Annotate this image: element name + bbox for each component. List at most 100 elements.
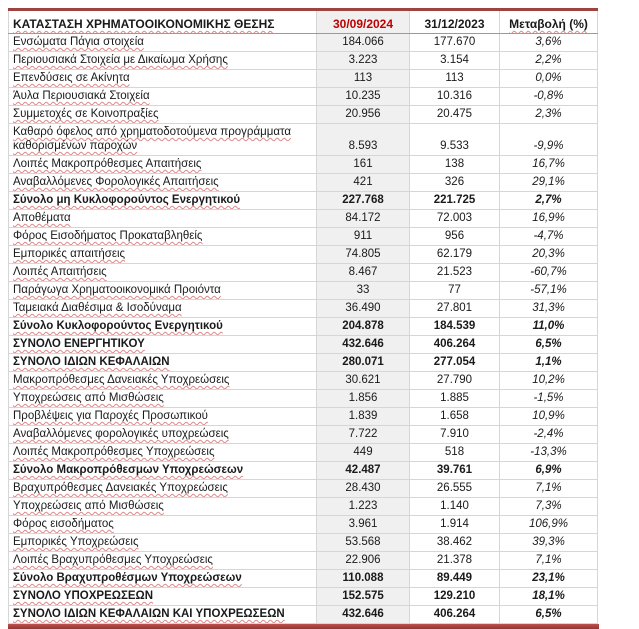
value-current-period: 280.071 [316,353,410,372]
row-label: ΣΥΝΟΛΟ ΙΔΙΩΝ ΚΕΦΑΛΑΙΩΝ [8,353,317,372]
row-label-text: Υποχρεώσεις από Μισθώσεις [13,392,164,404]
value-current-period: 20.956 [316,105,410,124]
row-label-text: Αναβαλλόμενες φορολογικές υποχρεώσεις [13,428,229,440]
row-label-text: ΣΥΝΟΛΟ ΙΔΙΩΝ ΚΕΦΑΛΑΙΩΝ [13,356,170,368]
row-label: Ενσώματα Πάγια στοιχεία [8,33,317,52]
table-row: Συμμετοχές σε Κοινοπραξίες 20.956 20.475 2,… [8,105,598,124]
row-label: Μακροπρόθεσμες Δανειακές Υποχρεώσεις [8,371,317,390]
table-body: Ενσώματα Πάγια στοιχεία 184.066 177.670 3,6… [8,33,598,624]
row-label-text: Φόρος Εισοδήματος Προκαταβληθείς [13,230,203,242]
table-row: Σύνολο Μακροπρόθεσμων Υποχρεώσεων 42.487 3… [8,461,598,480]
value-previous-period: 27.790 [409,371,500,390]
value-current-period: 3.223 [316,51,410,70]
value-current-period: 53.568 [316,533,410,552]
value-previous-period: 27.801 [409,299,500,318]
value-current-period: 161 [316,155,410,174]
row-label: Λοιπές Βραχυπρόθεσμες Υποχρεώσεις [8,551,317,570]
row-label-text: Ενσώματα Πάγια στοιχεία [13,36,144,48]
value-change-percent: 2,7% [499,191,598,210]
value-change-percent: 106,9% [499,515,598,534]
value-change-percent: 10,9% [499,407,598,426]
value-current-period: 8.593 [316,123,410,156]
value-change-percent: 2,2% [499,51,598,70]
row-label: Αναβαλλόμενες Φορολογικές Απαιτήσεις [8,173,317,192]
table-row: ΣΥΝΟΛΟ ΕΝΕΡΓΗΤΙΚΟΥ 432.646 406.264 6,5% [8,335,598,354]
value-change-percent: -0,8% [499,87,598,106]
value-previous-period: 21.378 [409,551,500,570]
value-current-period: 7.722 [316,425,410,444]
row-label: Επενδύσεις σε Ακίνητα [8,69,317,88]
bottom-red-rule [8,624,599,629]
value-current-period: 28.430 [316,479,410,498]
value-previous-period: 184.539 [409,317,500,336]
value-current-period: 8.467 [316,263,410,282]
table-row: Λοιπές Βραχυπρόθεσμες Υποχρεώσεις 22.906 2… [8,551,598,570]
table-row: Ταμειακά Διαθέσιμα & Ισοδύναμα 36.490 27.8… [8,299,598,318]
financial-position-table: ΚΑΤΑΣΤΑΣΗ ΧΡΗΜΑΤΟΟΙΚΟΝΟΜΙΚΗΣ ΘΕΣΗΣ 30/09… [8,8,598,624]
row-label: Καθαρό όφελος από χρηματοδοτούμενα προγρ… [8,123,317,156]
row-label-text: Περιουσιακά Στοιχεία με Δικαίωμα Χρήσης [13,54,228,66]
table-row: Αναβαλλόμενες φορολογικές υποχρεώσεις 7.7… [8,425,598,444]
value-current-period: 74.805 [316,245,410,264]
column-header-previous-period: 31/12/2023 [409,9,500,34]
row-label: Φόρος Εισοδήματος Προκαταβληθείς [8,227,317,246]
value-previous-period: 326 [409,173,500,192]
row-label-text: Προβλέψεις για Παροχές Προσωπικού [13,410,208,422]
value-current-period: 449 [316,443,410,462]
row-label-text: Παράγωγα Χρηματοοικονομικά Προιόντα [13,284,221,296]
value-previous-period: 956 [409,227,500,246]
column-header-change-percent: Μεταβολή (%) [499,9,598,34]
value-change-percent: 31,3% [499,299,598,318]
table-row: Λοιπές Μακροπρόθεσμες Υποχρεώσεις 449 518-… [8,443,598,462]
row-label-text: Σύνολο μη Κυκλοφορούντος Ενεργητικού [13,194,241,206]
value-change-percent: 6,5% [499,605,598,624]
value-previous-period: 113 [409,69,500,88]
row-label: Περιουσιακά Στοιχεία με Δικαίωμα Χρήσης [8,51,317,70]
value-change-percent: 29,1% [499,173,598,192]
table-row: Φόρος Εισοδήματος Προκαταβληθείς 911 956 -4… [8,227,598,246]
row-label: Προβλέψεις για Παροχές Προσωπικού [8,407,317,426]
value-current-period: 113 [316,69,410,88]
value-change-percent: 3,6% [499,33,598,52]
row-label: Εμπορικές Υποχρεώσεις [8,533,317,552]
row-label-text: Λοιπές Μακροπρόθεσμες Απαιτήσεις [13,158,202,170]
row-label-text: Μακροπρόθεσμες Δανειακές Υποχρεώσεις [13,374,230,386]
row-label: Λοιπές Μακροπρόθεσμες Υποχρεώσεις [8,443,317,462]
row-label-text: ΣΥΝΟΛΟ ΥΠΟΧΡΕΩΣΕΩΝ [13,590,154,602]
value-change-percent: -13,3% [499,443,598,462]
value-current-period: 432.646 [316,335,410,354]
value-previous-period: 177.670 [409,33,500,52]
value-previous-period: 3.154 [409,51,500,70]
value-current-period: 33 [316,281,410,300]
value-previous-period: 1.885 [409,389,500,408]
row-label: Φόρος εισοδήματος [8,515,317,534]
row-label: ΣΥΝΟΛΟ ΕΝΕΡΓΗΤΙΚΟΥ [8,335,317,354]
table-row: Περιουσιακά Στοιχεία με Δικαίωμα Χρήσης 3… [8,51,598,70]
value-current-period: 204.878 [316,317,410,336]
row-label-text: Επενδύσεις σε Ακίνητα [13,72,130,84]
value-current-period: 84.172 [316,209,410,228]
row-label: Υποχρεώσεις από Μισθώσεις [8,389,317,408]
value-previous-period: 1.140 [409,497,500,516]
row-label: Σύνολο Βραχυπροθέσμων Υποχρεώσεων [8,569,317,588]
value-change-percent: 6,5% [499,335,598,354]
header-row: ΚΑΤΑΣΤΑΣΗ ΧΡΗΜΑΤΟΟΙΚΟΝΟΜΙΚΗΣ ΘΕΣΗΣ 30/09… [8,9,598,34]
row-label: Άυλα Περιουσιακά Στοιχεία [8,87,317,106]
value-current-period: 1.839 [316,407,410,426]
value-previous-period: 277.054 [409,353,500,372]
value-previous-period: 89.449 [409,569,500,588]
value-previous-period: 72.003 [409,209,500,228]
table-title-text: ΚΑΤΑΣΤΑΣΗ ΧΡΗΜΑΤΟΟΙΚΟΝΟΜΙΚΗΣ ΘΕΣΗΣ [13,17,275,31]
row-label: Παράγωγα Χρηματοοικονομικά Προιόντα [8,281,317,300]
row-label: Αποθέματα [8,209,317,228]
table-row: Εμπορικές απαιτήσεις 74.805 62.179 20,3% [8,245,598,264]
row-label-text: Εμπορικές Υποχρεώσεις [13,536,139,548]
table-row: Λοιπές Μακροπρόθεσμες Απαιτήσεις 161 138 16… [8,155,598,174]
row-label: Εμπορικές απαιτήσεις [8,245,317,264]
value-previous-period: 21.523 [409,263,500,282]
value-previous-period: 406.264 [409,605,500,624]
row-label-text: Λοιπές Μακροπρόθεσμες Υποχρεώσεις [13,446,215,458]
value-change-percent: -9,9% [499,123,598,156]
table-row: Ενσώματα Πάγια στοιχεία 184.066 177.670 3,6… [8,33,598,52]
value-current-period: 421 [316,173,410,192]
